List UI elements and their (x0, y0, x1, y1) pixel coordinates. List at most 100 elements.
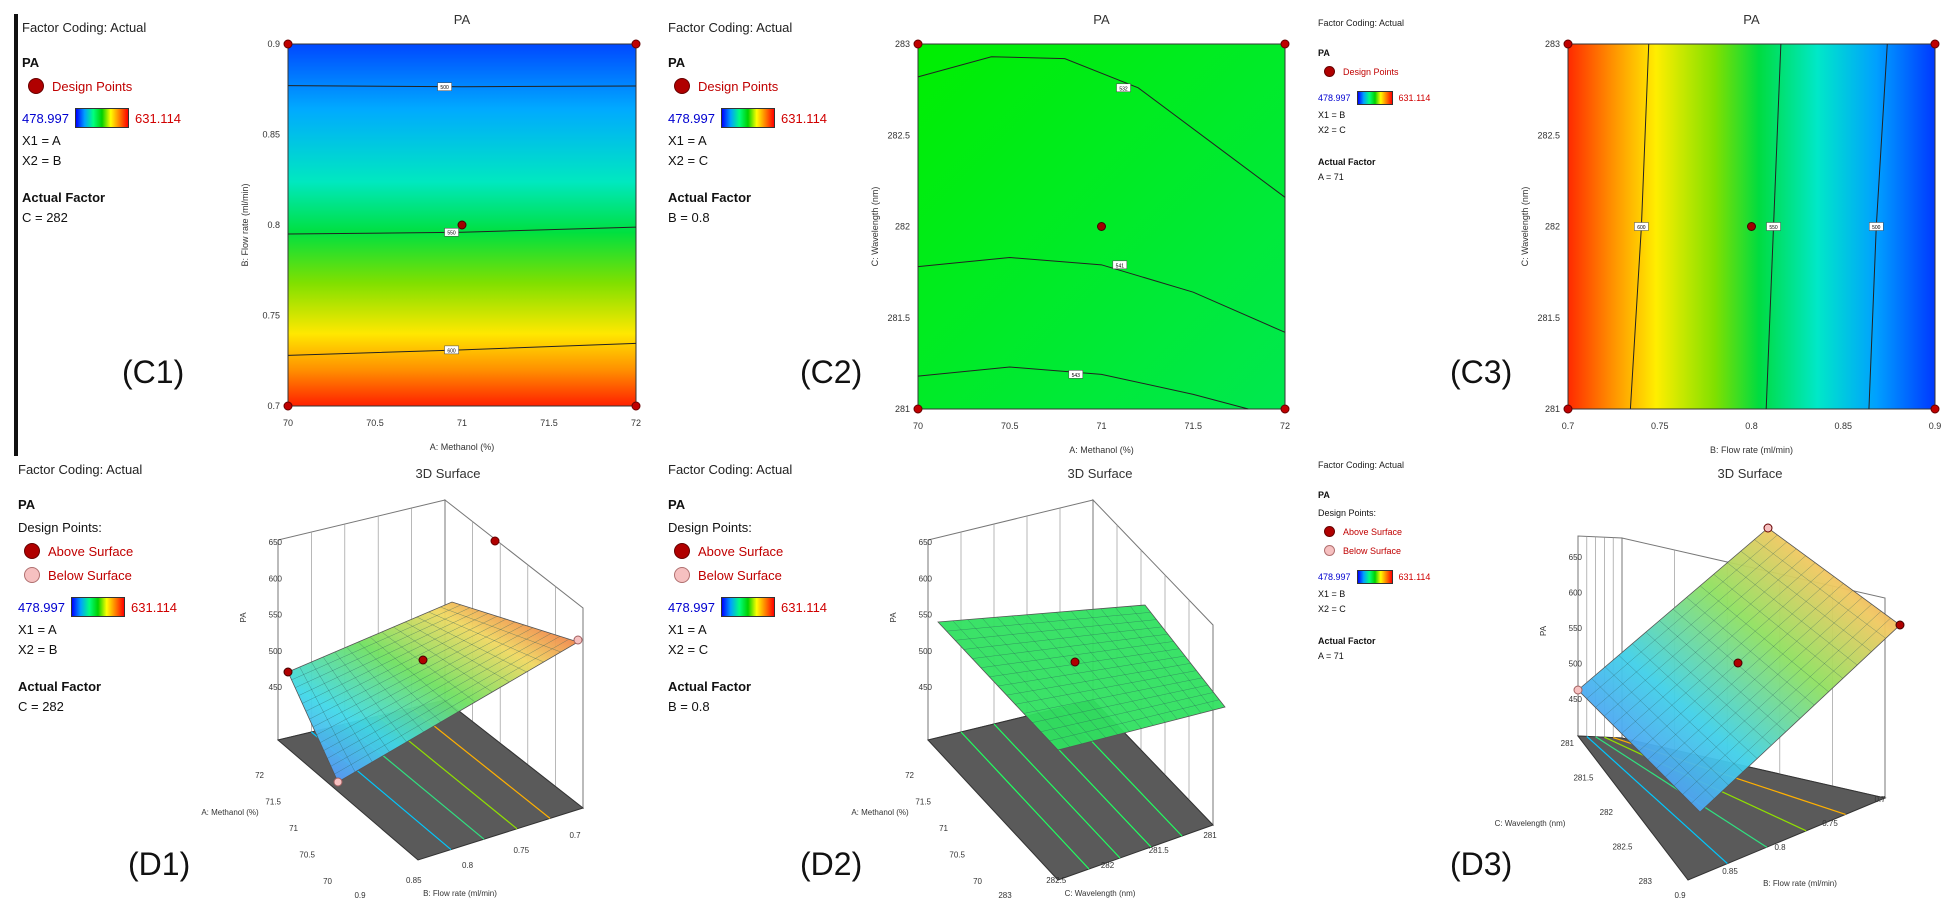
x1-assignment: X1 = A (18, 622, 57, 637)
legend-panel-c2: Factor Coding: Actual PA Design Points 478.… (668, 20, 827, 225)
center-design-point (1097, 222, 1106, 231)
axis-b-tick-label: 0.7 (569, 831, 581, 840)
y-axis-label: C: Wavelength (nm) (870, 187, 880, 267)
x-tick-label: 0.75 (1651, 421, 1669, 431)
surface-mesh-line (320, 627, 534, 743)
z-tick-label: 650 (269, 538, 283, 547)
x-axis-label: A: Methanol (%) (430, 442, 495, 452)
z-tick-label: 600 (919, 574, 933, 583)
contour-label: 500 (1872, 225, 1881, 231)
color-scale-bar (75, 108, 129, 128)
y-tick-label: 282 (1545, 222, 1560, 232)
surface-mesh-line (1682, 610, 1882, 795)
x-tick-label: 70 (913, 421, 923, 431)
range-high-value: 631.114 (781, 599, 828, 615)
color-scale-bar (71, 597, 125, 617)
y-tick-label: 282 (895, 222, 910, 232)
chart-title: 3D Surface (1717, 466, 1782, 481)
design-point-above (490, 536, 500, 546)
factor-coding-label: Factor Coding: Actual (668, 462, 793, 477)
x-tick-label: 71.5 (540, 418, 558, 428)
response-name: PA (22, 55, 40, 70)
surface-plot-d3: 3D Surface 450 500 550 600 650 PA 281 281.5 282 28… (1495, 466, 1905, 900)
chart-title: PA (454, 12, 471, 27)
surface-mesh-line (416, 616, 527, 673)
x-tick-label: 71.5 (1184, 421, 1202, 431)
surface-mesh-line (440, 606, 561, 653)
x-tick-label: 0.85 (1834, 421, 1852, 431)
x-tick-label: 71 (457, 418, 467, 428)
surface-mesh-line (1049, 699, 1220, 742)
design-point-marker-icon (24, 543, 40, 559)
surface-mesh-line (1015, 670, 1197, 705)
design-point-above (1895, 620, 1905, 630)
design-point-marker (1280, 404, 1290, 414)
actual-factor-heading: Actual Factor (1318, 157, 1376, 167)
legend-panel-c3: Factor Coding: Actual PA Design Points 478.… (1318, 18, 1430, 182)
x-tick-label: 70 (283, 418, 293, 428)
axis-a-tick-label: 282.5 (1612, 843, 1633, 852)
x1-assignment: X1 = A (22, 133, 61, 148)
surface-mesh-line (1100, 608, 1190, 717)
floor-contour-line (1586, 735, 1728, 865)
panel-label-d2: (D2) (800, 846, 863, 882)
y-tick-label: 0.8 (267, 220, 280, 230)
surface-mesh-line (1115, 607, 1202, 714)
axis-a-tick-label: 70 (973, 877, 982, 886)
x1-assignment: X1 = A (668, 133, 707, 148)
z-tick-label: 650 (919, 538, 933, 547)
x-tick-label: 70.5 (366, 418, 384, 428)
actual-factor-value: C = 282 (22, 210, 68, 225)
color-range-legend: 478.997 631.114 (1318, 570, 1430, 584)
surface-mesh-line (1691, 617, 1891, 804)
z-tick-label: 500 (919, 647, 933, 656)
x-tick-label: 71 (1096, 421, 1106, 431)
surface-mesh-line (1056, 612, 1154, 726)
design-point-marker-icon (674, 543, 690, 559)
actual-factor-heading: Actual Factor (22, 190, 106, 205)
contour-line (917, 56, 1286, 198)
color-range-legend: 478.997 631.114 (22, 108, 181, 128)
x-tick-label: 0.8 (1745, 421, 1758, 431)
z-tick-label: 550 (1569, 624, 1583, 633)
surface-plot-d1: 3D Surface 450 500 550 600 650 PA 72 71.5 71 70.5 7… (201, 466, 585, 900)
contour-line (287, 342, 637, 356)
actual-factor-value: B = 0.8 (668, 699, 710, 714)
x-tick-label: 0.7 (1562, 421, 1575, 431)
x-tick-label: 72 (1280, 421, 1290, 431)
y-tick-label: 282.5 (887, 130, 910, 140)
design-point-above (1733, 658, 1743, 668)
design-point-legend-item: Below Surface (18, 567, 177, 583)
panel-label-c2: (C2) (800, 354, 863, 390)
color-scale-bar (1356, 91, 1393, 105)
design-point-above (418, 655, 428, 665)
chart-title: PA (1743, 12, 1760, 27)
color-range-legend: 478.997 631.114 (18, 597, 177, 617)
surface-mesh-line (381, 631, 476, 703)
panel-label-c1: (C1) (122, 354, 185, 390)
z-tick-label: 500 (1569, 660, 1583, 669)
y-tick-label: 281.5 (887, 313, 910, 323)
contour-label: 600 (1637, 225, 1646, 231)
design-point-marker-icon (28, 78, 44, 94)
color-range-legend: 478.997 631.114 (1318, 91, 1430, 105)
factor-coding-label: Factor Coding: Actual (668, 20, 793, 35)
factor-coding-label: Factor Coding: Actual (1318, 460, 1405, 470)
surface-mesh-line (1032, 684, 1208, 723)
axis-b-tick-label: 283 (998, 891, 1012, 900)
figure-divider-bar (14, 14, 18, 456)
color-scale-bar (721, 597, 775, 617)
z-axis-label: PA (889, 612, 898, 623)
actual-factor-heading: Actual Factor (668, 190, 752, 205)
design-point-legend-label: Design Points (52, 78, 133, 94)
surface-mesh-line (1665, 597, 1863, 778)
surface-mesh-line (1727, 562, 1858, 666)
z-tick-label: 450 (269, 683, 283, 692)
panel-label-c3: (C3) (1450, 354, 1513, 390)
design-point-below (573, 635, 583, 645)
floor-contour-line (960, 731, 1090, 870)
design-point-legend-label: Design Points (698, 78, 779, 94)
actual-factor-heading: Actual Factor (668, 679, 752, 694)
surface-mesh-line (330, 636, 561, 767)
